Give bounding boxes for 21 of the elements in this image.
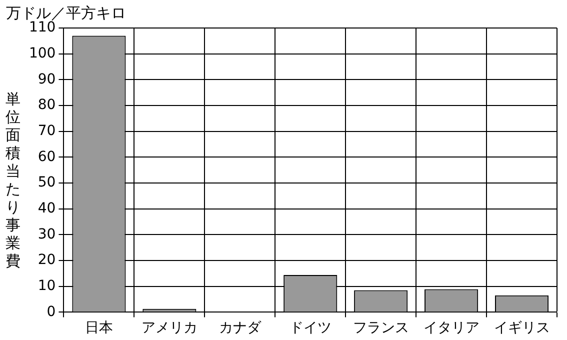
y-tick-label: 10 bbox=[38, 278, 56, 294]
x-tick-label: カナダ bbox=[218, 320, 262, 336]
y-tick-label: 20 bbox=[38, 252, 56, 268]
y-tick-label: 60 bbox=[38, 148, 56, 165]
text: 万ドル／平方キロ bbox=[6, 4, 126, 22]
x-tick-label: アメリカ bbox=[141, 320, 198, 336]
x-tick-label: イギリス bbox=[494, 320, 550, 336]
x-tick-label: ドイツ bbox=[289, 320, 332, 336]
y-tick-label: 40 bbox=[38, 200, 56, 216]
y-tick-label: 80 bbox=[38, 97, 56, 114]
y-tick-label: 30 bbox=[38, 226, 56, 242]
y-tick-label: 90 bbox=[38, 71, 56, 88]
x-tick-label: イタリア bbox=[423, 320, 480, 336]
y-tick-label: 0 bbox=[46, 304, 56, 320]
x-tick-label: フランス bbox=[352, 320, 409, 336]
text: 単位面積当たり事業費 bbox=[6, 90, 20, 270]
x-tick-label: 日本 bbox=[84, 320, 113, 336]
y-tick-label: 110 bbox=[28, 20, 56, 36]
y-tick-label: 50 bbox=[38, 174, 56, 191]
y-tick-label: 100 bbox=[28, 45, 56, 62]
y-tick-label: 70 bbox=[38, 122, 56, 139]
